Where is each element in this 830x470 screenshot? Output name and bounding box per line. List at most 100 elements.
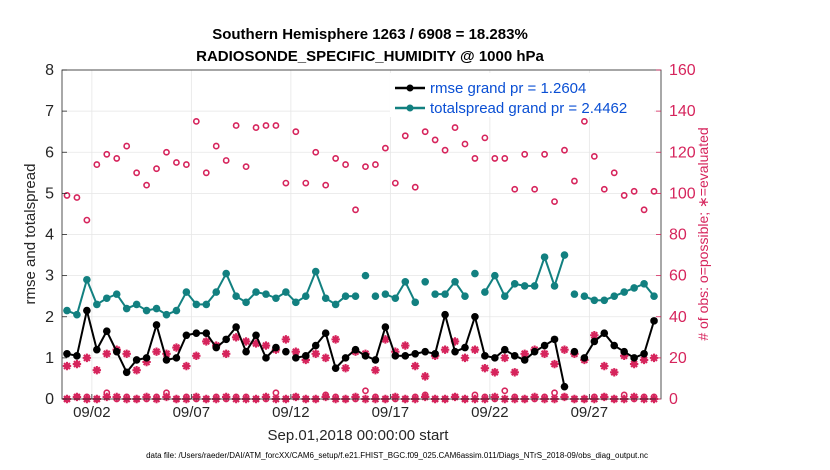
obs-evaluated-low-point <box>629 392 639 402</box>
obs-possible-point <box>451 124 459 131</box>
obs-evaluated-point <box>231 333 241 342</box>
spread-point <box>600 296 609 305</box>
obs-possible-point <box>83 216 91 224</box>
spread-segment <box>553 254 566 287</box>
chart-title-line1: Southern Hemisphere 1263 / 6908 = 18.283… <box>212 26 528 43</box>
rmse-segment <box>324 332 337 369</box>
obs-evaluated-low-point <box>560 392 569 402</box>
axis-ticks: 09/02 09/07 09/12 09/17 09/22 09/270123456780… <box>45 62 696 421</box>
obs-possible-point <box>620 192 628 199</box>
obs-possible-point <box>541 150 548 158</box>
obs-possible-point <box>551 198 558 205</box>
legend-box <box>390 73 654 117</box>
obs-evaluated-low-point <box>291 392 301 402</box>
rmse-segment <box>175 334 188 359</box>
spread-point <box>361 271 370 280</box>
rmse-segment <box>374 326 387 361</box>
obs-evaluated-point <box>560 345 569 354</box>
obs-possible-point <box>153 165 160 173</box>
obs-possible-low-point <box>362 387 369 395</box>
y-tick-label-left: 4 <box>45 227 54 244</box>
obs-evaluated-point <box>649 353 659 363</box>
rmse-point <box>610 341 619 350</box>
rmse-point <box>620 347 628 356</box>
obs-possible-point <box>610 169 618 177</box>
spread-segment <box>314 271 327 299</box>
spread-point <box>461 292 469 300</box>
spread-point <box>421 277 429 286</box>
obs-evaluated-low-point <box>490 392 500 402</box>
obs-evaluated-point <box>162 349 171 358</box>
rmse-point <box>202 329 211 338</box>
obs-evaluated-point <box>132 366 141 375</box>
rmse-segment <box>145 324 158 359</box>
obs-possible-point <box>232 122 240 129</box>
rmse-segment <box>643 320 655 355</box>
obs-evaluated-point <box>192 351 201 361</box>
rmse-point <box>212 343 221 352</box>
rmse-point <box>182 331 191 340</box>
obs-possible-point <box>292 128 300 136</box>
rmse-point <box>93 345 101 354</box>
y-tick-label-right: 80 <box>669 227 687 244</box>
obs-evaluated-point <box>450 337 460 346</box>
obs-evaluated-point <box>102 349 111 358</box>
x-tick-label: 09/12 <box>272 404 310 421</box>
obs-possible-point <box>222 157 230 164</box>
obs-evaluated-point <box>182 361 191 371</box>
obs-possible-point <box>332 155 340 162</box>
obs-possible-low-point <box>501 387 509 395</box>
spread-point <box>620 288 628 296</box>
rmse-point <box>491 354 499 362</box>
rmse-point <box>630 354 638 362</box>
rmse-point <box>520 356 529 364</box>
obs-evaluated-point <box>72 359 82 369</box>
spread-point <box>142 306 151 315</box>
rmse-point <box>351 345 360 354</box>
obs-possible-low-point <box>551 389 558 397</box>
obs-evaluated-point <box>401 341 410 350</box>
legend: rmse grand pr = 1.2604 totalspread grand… <box>390 73 654 117</box>
rmse-point <box>262 354 270 362</box>
obs-evaluated-point <box>411 361 420 371</box>
spread-segment <box>493 275 506 297</box>
legend-marker-spread <box>406 104 414 112</box>
spread-segment <box>304 271 317 297</box>
spread-point <box>282 288 290 296</box>
spread-point <box>311 267 320 276</box>
rmse-segment <box>155 324 168 361</box>
obs-possible-point <box>531 185 539 193</box>
y-tick-label-left: 7 <box>45 103 54 120</box>
obs-evaluated-low-point <box>450 392 460 402</box>
x-tick-label: 09/07 <box>173 404 211 421</box>
rmse-point <box>192 329 201 338</box>
rmse-point <box>102 327 111 335</box>
obs-possible-point <box>202 169 210 177</box>
rmse-segment <box>553 339 566 387</box>
obs-evaluated-point <box>291 347 301 356</box>
spread-segment <box>85 279 98 305</box>
rmse-segment <box>473 316 486 357</box>
obs-evaluated-point <box>221 349 231 358</box>
spread-point <box>152 304 161 313</box>
rmse-point <box>421 347 429 356</box>
obs-evaluated-low-point <box>102 392 111 402</box>
spread-point <box>431 290 439 298</box>
spread-point <box>510 280 519 288</box>
rmse-segment <box>444 314 456 352</box>
x-tick-label: 09/22 <box>471 404 509 421</box>
obs-evaluated-point <box>619 351 629 361</box>
obs-evaluated-point <box>500 353 509 363</box>
rmse-point <box>341 354 350 362</box>
spread-point <box>560 251 569 259</box>
obs-possible-point <box>571 177 578 185</box>
y-tick-label-right: 160 <box>669 62 696 79</box>
obs-evaluated-low-point <box>321 392 330 402</box>
rmse-segment <box>85 310 98 350</box>
obs-possible-point <box>113 155 121 162</box>
spread-point <box>252 288 260 296</box>
rmse-point <box>411 349 420 358</box>
obs-evaluated-point <box>142 357 151 367</box>
obs-evaluated-point <box>590 331 599 340</box>
obs-possible-point <box>381 144 389 152</box>
